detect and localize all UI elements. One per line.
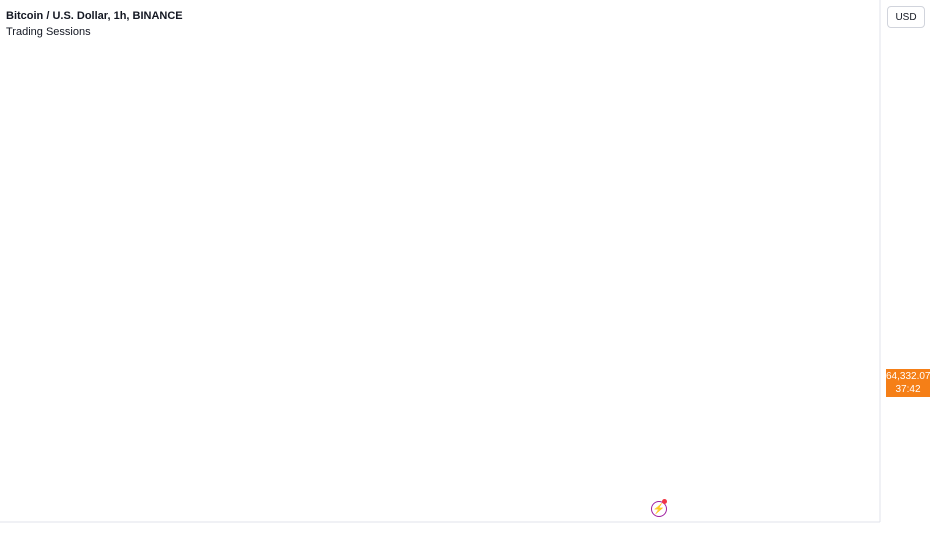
currency-selector[interactable]: USD bbox=[887, 6, 925, 28]
flash-icon[interactable]: ⚡ bbox=[651, 501, 667, 517]
chart-header: Bitcoin / U.S. Dollar, 1h, BINANCE Tradi… bbox=[6, 8, 183, 40]
notification-dot bbox=[662, 499, 667, 504]
bar-countdown: 37:42 bbox=[895, 384, 921, 395]
chart-title: Bitcoin / U.S. Dollar, 1h, BINANCE bbox=[6, 10, 183, 22]
last-price-tag: 64,332.07 37:42 bbox=[886, 369, 931, 397]
indicator-label[interactable]: Trading Sessions bbox=[6, 26, 91, 38]
last-price-value: 64,332.07 bbox=[886, 371, 931, 382]
